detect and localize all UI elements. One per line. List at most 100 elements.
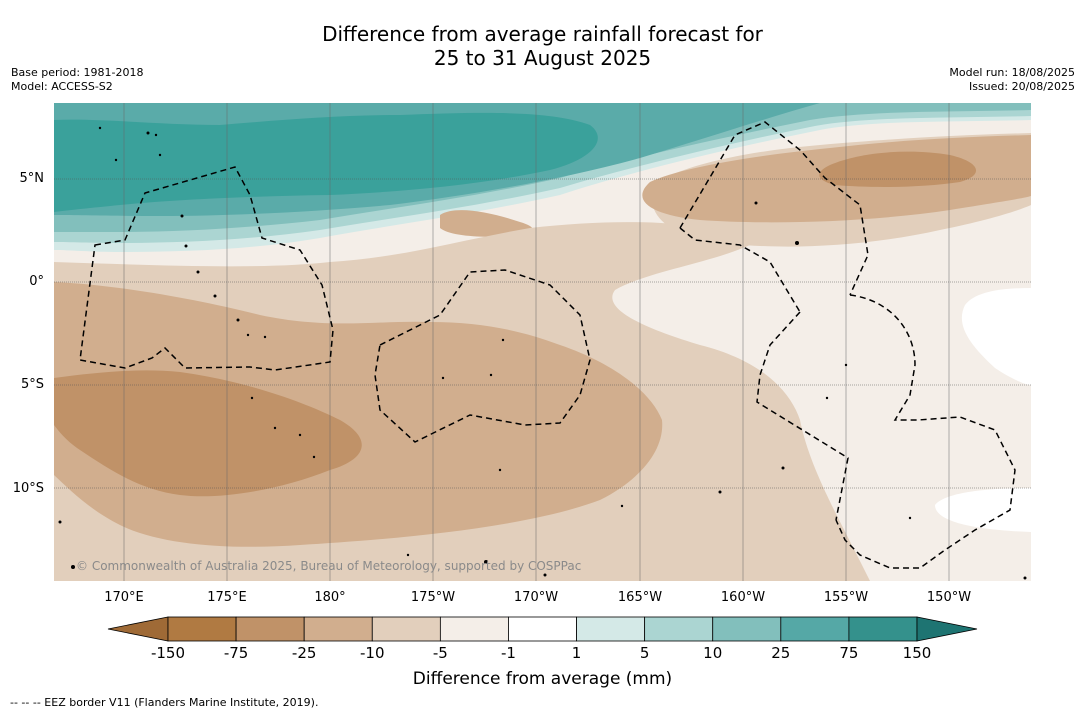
island-dot <box>71 565 75 569</box>
colorbar-tick-label: -10 <box>360 644 385 662</box>
island-dot <box>795 241 799 245</box>
colorbar-swatch <box>167 616 237 642</box>
tan-patch-center-north <box>440 210 533 237</box>
colorbar-tick-label: 75 <box>839 644 859 662</box>
title-line2: 25 to 31 August 2025 <box>433 46 652 70</box>
colorbar-swatch <box>371 616 441 642</box>
colorbar-swatch <box>712 616 782 642</box>
colorbar-extend-high <box>916 616 978 642</box>
island-dot <box>213 294 217 298</box>
map-fill <box>54 103 1031 581</box>
eez-footnote: -- -- -- EEZ border V11 (Flanders Marine… <box>10 696 319 709</box>
eez-kiribati-gilbert <box>79 166 334 371</box>
island-dot <box>489 373 493 377</box>
lon-label-170w: 170°W <box>513 590 559 605</box>
colorbar-tick-label: 1 <box>571 644 582 662</box>
lon-label-165w: 165°W <box>617 590 663 605</box>
island-dot <box>908 516 912 520</box>
colorbar-swatch <box>508 616 577 642</box>
lat-label-5n: 5°N <box>19 171 45 186</box>
eez-borders <box>79 121 1016 569</box>
chart-title: Difference from average rainfall forecas… <box>0 22 1085 70</box>
island-dot <box>114 158 118 162</box>
island-dot <box>844 363 848 367</box>
eez-tokelau <box>374 269 591 443</box>
lon-label-155w: 155°W <box>823 590 869 605</box>
meta-right: Model run: 18/08/2025 Issued: 20/08/2025 <box>949 66 1075 94</box>
island-dot <box>543 573 547 577</box>
island-dot <box>146 131 150 135</box>
eez-french-polynesia <box>835 294 1016 569</box>
colorbar-tick-label: 150 <box>902 644 932 662</box>
island-dot <box>158 153 162 157</box>
model-run-text: Model run: 18/08/2025 <box>949 66 1075 79</box>
white-region-southeast <box>935 488 1031 532</box>
island-dot <box>196 270 200 274</box>
colorbar-tick-label: 25 <box>771 644 791 662</box>
copyright-text: © Commonwealth of Australia 2025, Bureau… <box>76 559 582 573</box>
tan-patch-southwest <box>100 560 169 581</box>
colorbar-tick-label: -5 <box>432 644 448 662</box>
meta-left: Base period: 1981-2018 Model: ACCESS-S2 <box>11 66 143 94</box>
island-dot <box>250 396 254 400</box>
island-dot <box>98 126 102 130</box>
island-dot <box>184 244 188 248</box>
colorbar-tick-label: 10 <box>703 644 723 662</box>
island-dot <box>1023 576 1027 580</box>
colorbar-title: Difference from average (mm) <box>412 669 673 689</box>
colorbar-tick-label: -150 <box>150 644 186 662</box>
base-period-text: Base period: 1981-2018 <box>11 66 144 79</box>
island-dot <box>781 466 785 470</box>
colorbar-extend-low <box>107 616 169 642</box>
issued-text: Issued: 20/08/2025 <box>968 80 1075 93</box>
lon-label-175e: 175°E <box>207 590 247 605</box>
eez-line-islands-south <box>756 311 849 521</box>
white-region-east <box>961 288 1031 385</box>
lon-label-175w: 175°W <box>410 590 456 605</box>
colorbar-swatch <box>576 616 646 642</box>
island-dot <box>441 376 445 380</box>
title-line1: Difference from average rainfall forecas… <box>322 22 763 46</box>
eez-line-islands-link <box>679 227 801 313</box>
colorbar-swatch <box>848 616 918 642</box>
meridians <box>123 103 950 581</box>
island-dot <box>620 504 624 508</box>
lat-label-0: 0° <box>29 274 44 289</box>
colorbar-swatch <box>303 616 373 642</box>
brown-dark-region-southwest <box>54 370 362 497</box>
island-dot <box>312 455 316 459</box>
island-dot <box>58 520 62 524</box>
islands <box>58 126 1027 580</box>
colorbar-swatch <box>780 616 850 642</box>
lon-label-160w: 160°W <box>720 590 766 605</box>
island-dot <box>154 133 158 137</box>
island-dot <box>236 318 240 322</box>
lon-label-180: 180° <box>314 590 346 605</box>
teal-dark-region <box>54 112 598 212</box>
colorbar-swatch <box>439 616 509 642</box>
island-dot <box>501 338 505 342</box>
island-dot <box>484 560 488 564</box>
eez-line-islands <box>679 121 869 296</box>
island-dot <box>298 433 302 437</box>
colorbar-tick-label: 5 <box>639 644 650 662</box>
colorbar-tick-label: -25 <box>291 644 317 662</box>
lat-label-10s: 10°S <box>12 481 44 496</box>
lon-label-170e: 170°E <box>104 590 144 605</box>
colorbar-swatch <box>644 616 714 642</box>
lon-label-150w: 150°W <box>926 590 972 605</box>
model-text: Model: ACCESS-S2 <box>11 80 113 93</box>
colorbar-tick-label: -75 <box>223 644 249 662</box>
island-dot <box>754 201 758 205</box>
island-dot <box>406 553 410 557</box>
island-dot <box>246 333 250 337</box>
island-dot <box>718 490 722 494</box>
island-dot <box>273 426 277 430</box>
island-dot <box>825 396 829 400</box>
island-dot <box>263 335 267 339</box>
island-dot <box>180 214 184 218</box>
colorbar-swatch <box>235 616 305 642</box>
colorbar-tick-label: -1 <box>500 644 516 662</box>
